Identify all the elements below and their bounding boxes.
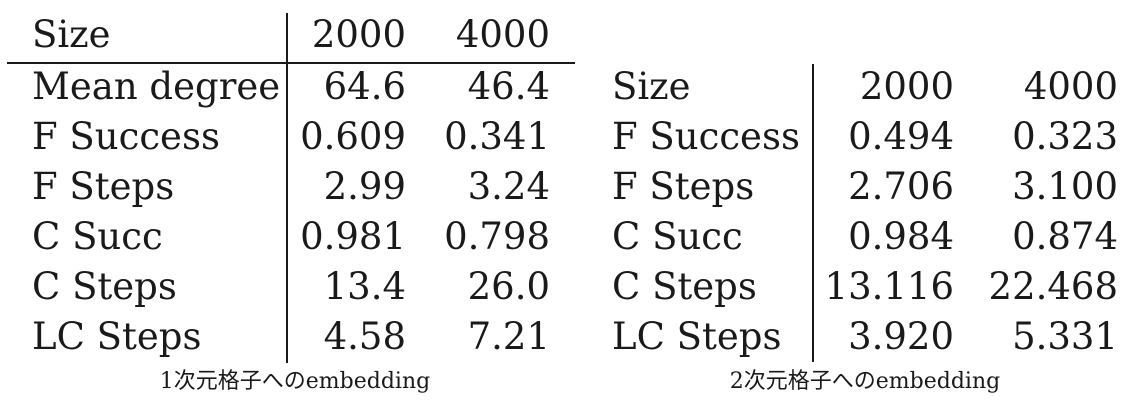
cell-4000: 3.100 — [1012, 165, 1118, 208]
cell-4000: 46.4 — [467, 65, 550, 108]
table-row: F Success 0.609 0.341 — [0, 112, 580, 162]
cell-2000: 13.4 — [323, 265, 406, 308]
cell-4000: 22.468 — [988, 265, 1118, 308]
cell-2000: 2.99 — [323, 165, 406, 208]
table-header-row: Size 2000 4000 — [0, 10, 580, 60]
table-1d-caption: 1次元格子へのembedding — [159, 369, 431, 394]
table-1d-embedding: Size 2000 4000 Mean degree 64.6 46.4 F S… — [0, 10, 580, 394]
row-label: F Steps — [32, 165, 175, 208]
table-row: F Success 0.494 0.323 — [600, 112, 1137, 162]
row-label: C Steps — [32, 265, 177, 308]
row-label: Mean degree — [32, 65, 281, 108]
row-label: C Succ — [612, 215, 743, 258]
header-2000: 2000 — [311, 13, 406, 56]
header-size: Size — [32, 13, 111, 56]
row-label: F Success — [32, 115, 220, 158]
cell-4000: 26.0 — [467, 265, 550, 308]
cell-4000: 7.21 — [467, 315, 550, 358]
header-size: Size — [612, 65, 691, 108]
table-row: LC Steps 4.58 7.21 — [0, 312, 580, 362]
cell-2000: 3.920 — [848, 315, 954, 358]
row-label: F Success — [612, 115, 800, 158]
row-label: LC Steps — [32, 315, 202, 358]
row-label: F Steps — [612, 165, 755, 208]
table-row: F Steps 2.706 3.100 — [600, 162, 1137, 212]
row-label: C Succ — [32, 215, 163, 258]
cell-2000: 0.609 — [300, 115, 406, 158]
header-4000: 4000 — [1023, 65, 1118, 108]
cell-2000: 0.494 — [848, 115, 954, 158]
table-row: C Succ 0.984 0.874 — [600, 212, 1137, 262]
header-4000: 4000 — [455, 13, 550, 56]
table-header-row: Size 2000 4000 — [600, 62, 1137, 112]
cell-4000: 0.341 — [444, 115, 550, 158]
table-2d-caption: 2次元格子へのembedding — [729, 369, 1001, 394]
cell-4000: 0.323 — [1012, 115, 1118, 158]
table-row: C Steps 13.116 22.468 — [600, 262, 1137, 312]
table-row: C Steps 13.4 26.0 — [0, 262, 580, 312]
table-row: Mean degree 64.6 46.4 — [0, 62, 580, 112]
cell-2000: 64.6 — [323, 65, 406, 108]
cell-4000: 0.874 — [1012, 215, 1118, 258]
table-row: LC Steps 3.920 5.331 — [600, 312, 1137, 362]
table-row: C Succ 0.981 0.798 — [0, 212, 580, 262]
cell-4000: 5.331 — [1012, 315, 1118, 358]
cell-4000: 0.798 — [444, 215, 550, 258]
column-divider — [812, 64, 814, 362]
cell-2000: 4.58 — [323, 315, 406, 358]
table-2d-embedding: Size 2000 4000 F Success 0.494 0.323 F S… — [600, 0, 1137, 406]
cell-2000: 13.116 — [824, 265, 954, 308]
cell-2000: 0.984 — [848, 215, 954, 258]
column-divider — [286, 13, 288, 363]
cell-2000: 0.981 — [300, 215, 406, 258]
header-2000: 2000 — [859, 65, 954, 108]
header-rule — [7, 62, 575, 64]
table-row: F Steps 2.99 3.24 — [0, 162, 580, 212]
cell-4000: 3.24 — [467, 165, 550, 208]
row-label: C Steps — [612, 265, 757, 308]
cell-2000: 2.706 — [848, 165, 954, 208]
row-label: LC Steps — [612, 315, 782, 358]
